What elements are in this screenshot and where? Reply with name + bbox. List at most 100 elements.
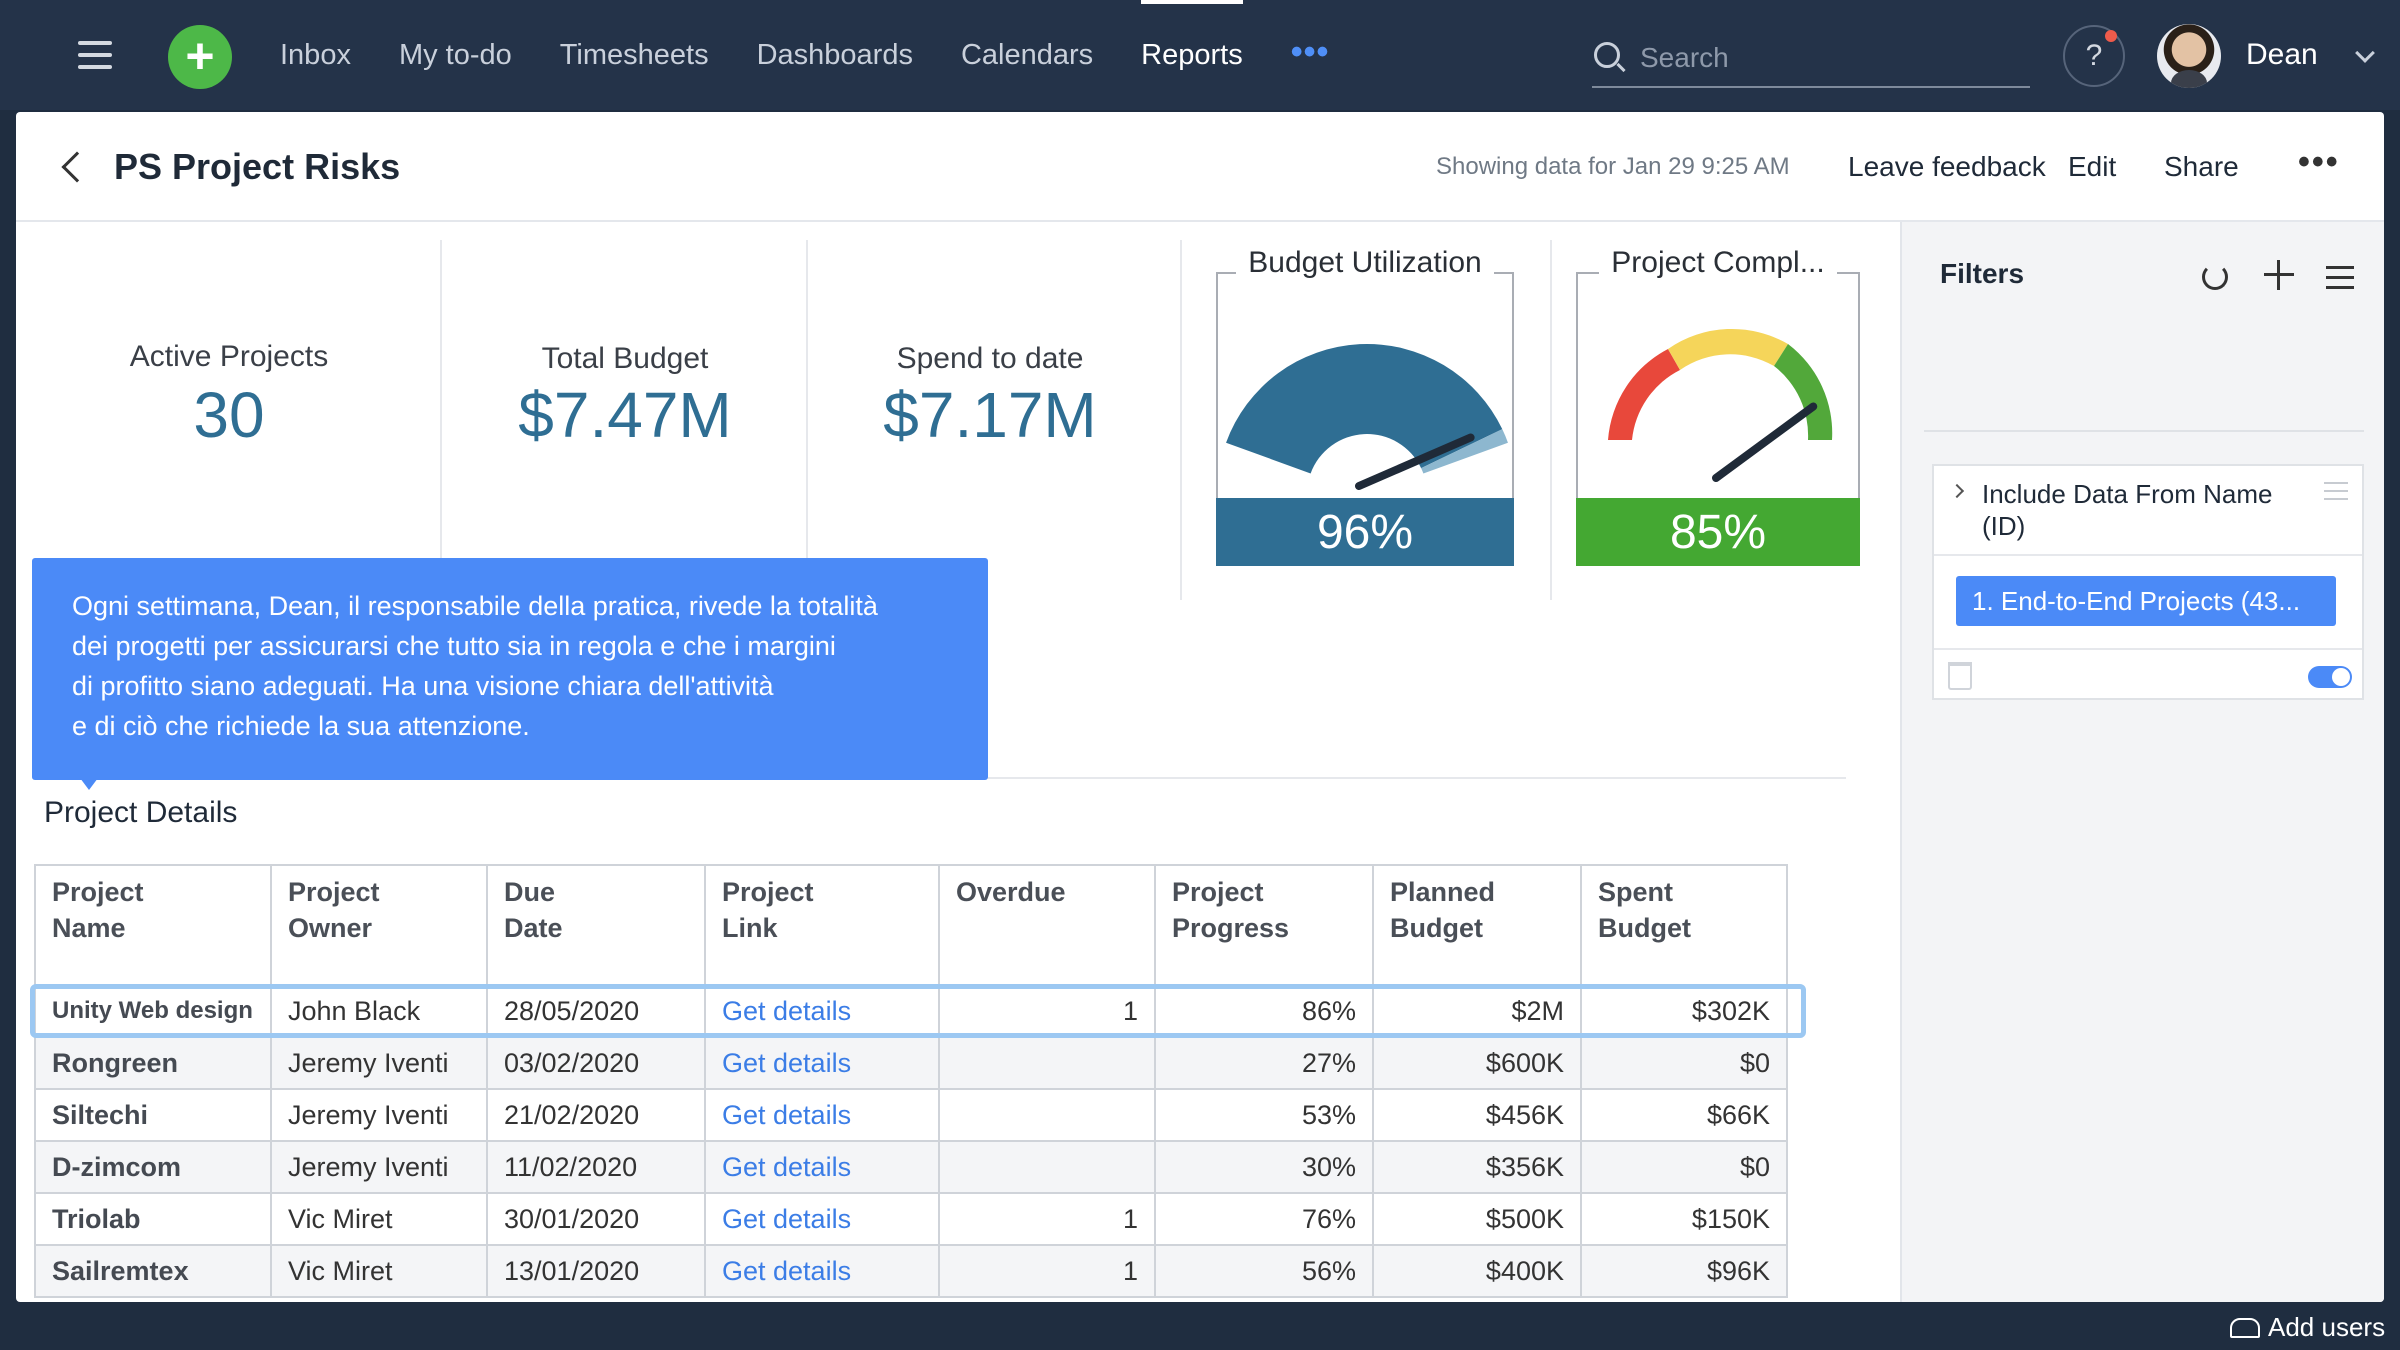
table-row[interactable]: Sailremtex Vic Miret 13/01/2020 Get deta… [34,1244,1788,1298]
gauge-band-red [1608,349,1680,440]
gauge-dial [1226,344,1508,490]
cell-progress: 27% [1154,1036,1374,1090]
cell-project-name: Sailremtex [34,1244,272,1298]
nav-more-icon[interactable]: ••• [1290,33,1330,71]
filter-toggle[interactable] [2308,666,2352,688]
column-header[interactable]: Project Owner [270,864,488,986]
gauge-fill [1226,344,1503,474]
page-title: PS Project Risks [114,146,401,187]
filters-menu-icon[interactable] [2326,266,2356,296]
cell-spent-budget: $96K [1580,1244,1788,1298]
back-arrow-icon[interactable] [61,151,93,183]
filter-value-chip[interactable]: 1. End-to-End Projects (43... [1956,576,2336,626]
cell-owner: Jeremy Iventi [270,1088,488,1142]
table-row[interactable]: Rongreen Jeremy Iventi 03/02/2020 Get de… [34,1036,1788,1090]
callout-line: e di ciò che richiede la sua attenzione. [72,711,530,741]
kpi-divider [1550,240,1552,600]
add-users-label: Add users [2268,1312,2386,1342]
kpi-value: $7.17M [883,379,1097,451]
add-users-button[interactable]: Add users [2230,1312,2385,1343]
more-options-icon[interactable]: ••• [2298,143,2340,181]
cell-spent-budget: $0 [1580,1036,1788,1090]
gauge-value: 96% [1216,498,1514,566]
table-row[interactable]: Triolab Vic Miret 30/01/2020 Get details… [34,1192,1788,1246]
cell-due-date: 28/05/2020 [486,984,706,1038]
chevron-down-icon[interactable] [2355,43,2375,63]
kpi-active-projects: Active Projects 30 [16,240,442,600]
nav-item-dashboards[interactable]: Dashboards [756,39,913,71]
cell-planned-budget: $600K [1372,1036,1582,1090]
search-input[interactable] [1640,38,2010,78]
chevron-right-icon[interactable] [1949,483,1965,499]
get-details-link[interactable]: Get details [704,1088,940,1142]
column-header[interactable]: Project Progress [1154,864,1374,986]
table-row[interactable]: Siltechi Jeremy Iventi 21/02/2020 Get de… [34,1088,1788,1142]
cell-due-date: 30/01/2020 [486,1192,706,1246]
trash-icon[interactable] [1948,662,1972,690]
table-row[interactable]: Unity Web design John Black 28/05/2020 G… [34,984,1788,1038]
cell-due-date: 13/01/2020 [486,1244,706,1298]
table-header-row: Project Name Project Owner Due Date Project… [34,864,1788,986]
cell-progress: 76% [1154,1192,1374,1246]
column-header[interactable]: Planned Budget [1372,864,1582,986]
column-header[interactable]: Project Name [34,864,272,986]
cell-progress: 53% [1154,1088,1374,1142]
kpi-total-budget: Total Budget $7.47M [442,240,808,600]
cell-spent-budget: $66K [1580,1088,1788,1142]
nav-item-my-to-do[interactable]: My to-do [398,39,512,71]
callout-arrow [80,778,98,790]
edit-button[interactable]: Edit [2068,151,2117,182]
cell-owner: Vic Miret [270,1244,488,1298]
column-header[interactable]: Due Date [486,864,706,986]
add-users-icon [2230,1318,2260,1338]
get-details-link[interactable]: Get details [704,1036,940,1090]
cell-planned-budget: $2M [1372,984,1582,1038]
user-name[interactable]: Dean [2246,38,2318,71]
nav-item-reports[interactable]: Reports [1141,0,1243,110]
add-button[interactable]: + [168,25,232,89]
cell-progress: 56% [1154,1244,1374,1298]
avatar[interactable] [2157,24,2221,88]
gauge-band-yellow [1668,328,1788,370]
table-row[interactable]: D-zimcom Jeremy Iventi 11/02/2020 Get de… [34,1140,1788,1194]
get-details-link[interactable]: Get details [704,1244,940,1298]
hamburger-menu-icon[interactable] [78,41,112,69]
cell-overdue: 1 [938,1192,1156,1246]
get-details-link[interactable]: Get details [704,984,940,1038]
cell-project-name: Triolab [34,1192,272,1246]
column-header[interactable]: Overdue [938,864,1156,986]
nav-item-calendars[interactable]: Calendars [960,39,1094,71]
leave-feedback-button[interactable]: Leave feedback [1848,151,2046,182]
callout-line: dei progetti per assicurarsi che tutto s… [72,631,836,661]
notification-dot [2105,30,2117,42]
tooltip-callout: Ogni settimana, Dean, il responsabile de… [32,558,988,780]
kpi-label: Total Budget [541,342,709,375]
filter-label[interactable]: Include Data From Name (ID) [1982,479,2273,541]
cell-overdue [938,1088,1156,1142]
budget-utilization-gauge: Budget Utilization 96% [1216,246,1514,566]
refresh-icon[interactable] [2202,264,2228,290]
main-panel: PS Project Risks Showing data for Jan 29… [16,112,2384,1302]
kpi-divider [806,240,808,600]
cell-spent-budget: $150K [1580,1192,1788,1246]
add-filter-icon[interactable] [2264,260,2294,290]
cell-owner: John Black [270,984,488,1038]
share-button[interactable]: Share [2164,151,2239,182]
column-header[interactable]: Spent Budget [1580,864,1788,986]
filters-title: Filters [1940,258,2025,289]
gauge-title: Budget Utilization [1236,246,1494,279]
nav-item-inbox[interactable]: Inbox [280,39,351,71]
cell-planned-budget: $500K [1372,1192,1582,1246]
search-box [1592,32,2030,88]
get-details-link[interactable]: Get details [704,1192,940,1246]
column-header[interactable]: Project Link [704,864,940,986]
get-details-link[interactable]: Get details [704,1140,940,1194]
drag-handle-icon[interactable] [2324,482,2348,506]
cell-overdue: 1 [938,1244,1156,1298]
kpi-spend-to-date: Spend to date $7.17M [808,240,1172,600]
help-button[interactable]: ? [2063,25,2125,87]
nav-item-timesheets[interactable]: Timesheets [559,39,709,71]
filter-card: Include Data From Name (ID) 1. End-to-En… [1932,464,2364,700]
gauge-needle [1712,402,1818,482]
gauge-remainder [1421,429,1508,474]
